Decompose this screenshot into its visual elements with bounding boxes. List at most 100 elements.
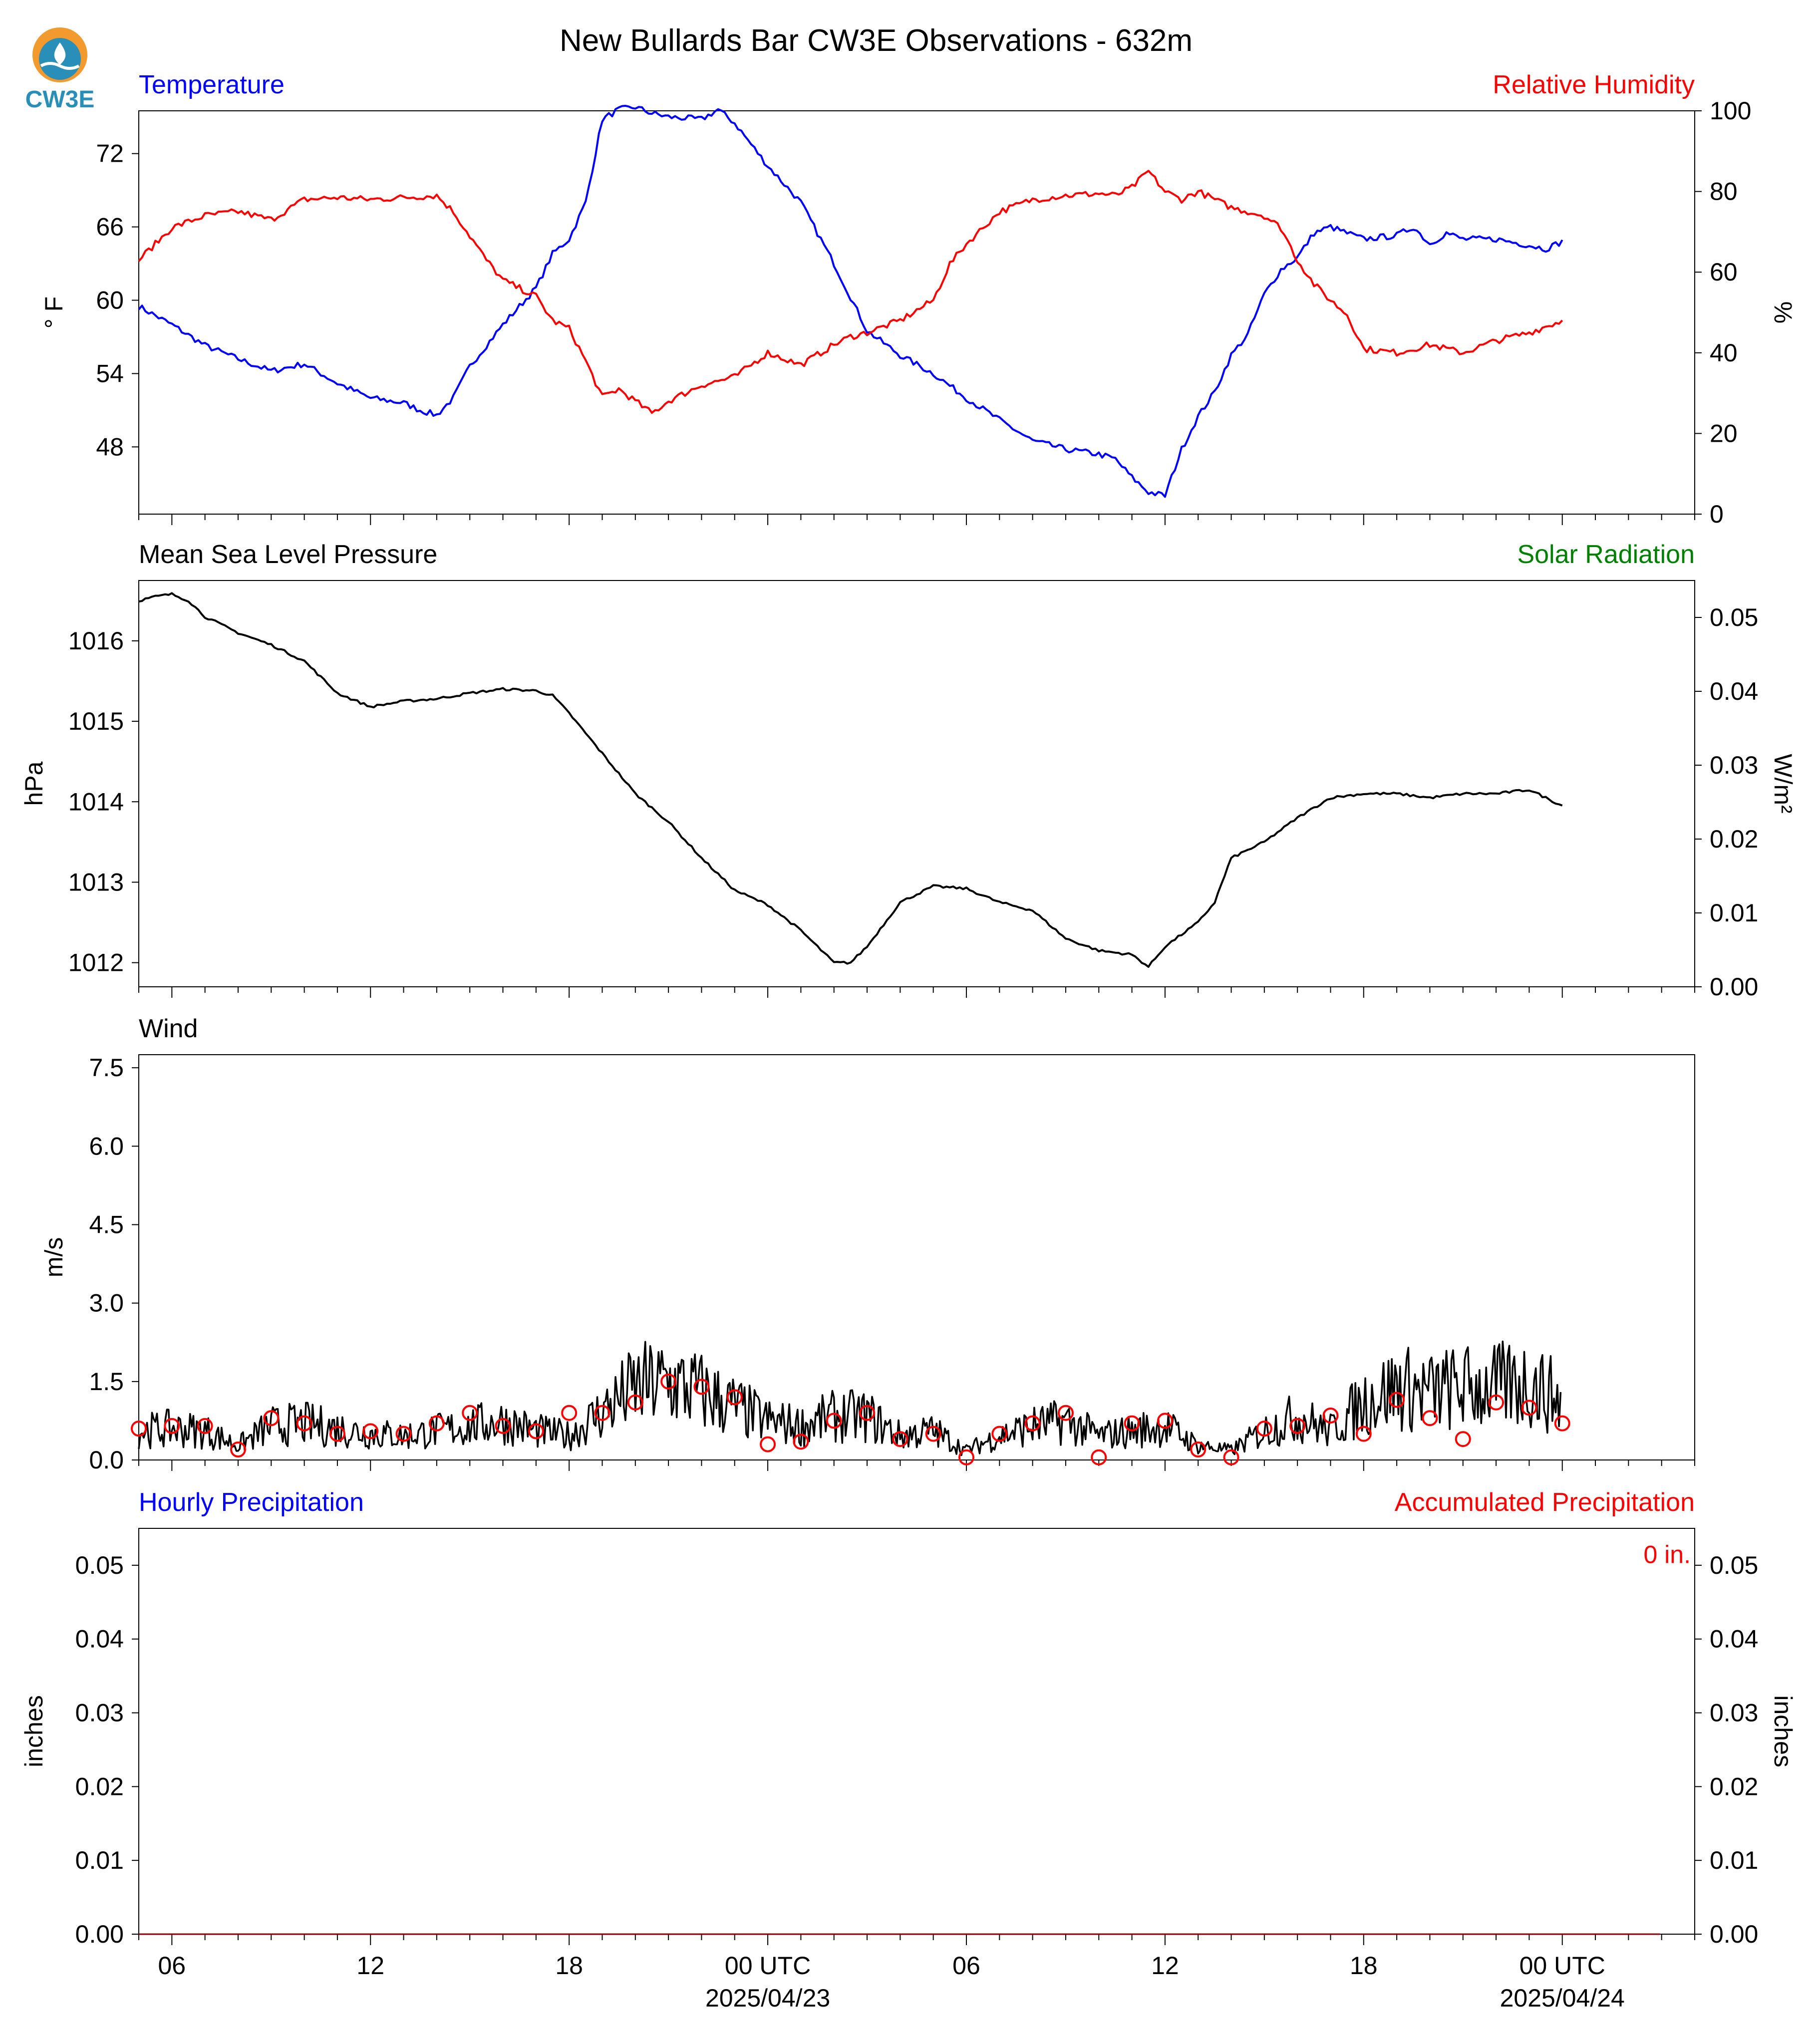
wind-marker	[892, 1431, 909, 1448]
y-tick-label-left: 0.0	[89, 1446, 124, 1474]
y-axis-label-right: %	[1769, 301, 1797, 323]
wind-marker	[462, 1405, 478, 1421]
y-tick-label-left: 0.04	[75, 1625, 124, 1653]
right-panel-title: Relative Humidity	[1493, 70, 1695, 99]
logo-text: CW3E	[25, 86, 95, 113]
y-tick-label-left: 1.5	[89, 1368, 124, 1396]
y-tick-label-right: 0.01	[1710, 899, 1758, 927]
wind-marker	[1521, 1400, 1537, 1416]
x-tick-label: 06	[952, 1952, 980, 1980]
x-date-label: 2025/04/24	[1500, 1984, 1625, 2012]
x-tick-label: 18	[1350, 1952, 1378, 1980]
plot-frame	[138, 1054, 1695, 1460]
left-panel-title: Temperature	[139, 70, 285, 99]
y-axis-label-right: inches	[1769, 1695, 1797, 1767]
y-tick-label-right: 0.04	[1710, 1625, 1758, 1653]
wind-marker	[164, 1418, 180, 1434]
wind-marker	[958, 1449, 974, 1465]
wind-marker	[1190, 1442, 1207, 1458]
wind-marker	[925, 1426, 941, 1442]
wind-marker	[1057, 1405, 1074, 1421]
wind-marker	[1455, 1431, 1471, 1448]
y-tick-label-left: 1016	[68, 627, 124, 655]
y-tick-label-right: 80	[1710, 178, 1738, 206]
wind-marker	[1223, 1449, 1239, 1465]
wind-marker	[329, 1426, 345, 1442]
y-tick-label-right: 0.04	[1710, 677, 1758, 705]
y-tick-label-right: 0.05	[1710, 603, 1758, 631]
wind-marker	[1091, 1449, 1107, 1465]
wind-marker	[1488, 1394, 1505, 1411]
wind-marker	[660, 1373, 677, 1390]
left-panel-title: Wind	[139, 1014, 198, 1043]
y-tick-label-left: 0.03	[75, 1699, 124, 1727]
right-panel-title: Solar Radiation	[1517, 540, 1695, 569]
wind-marker	[1289, 1418, 1306, 1434]
y-tick-label-left: 1013	[68, 868, 124, 896]
wind-marker	[991, 1426, 1008, 1442]
wind-marker	[1124, 1415, 1140, 1432]
wind-marker	[362, 1423, 379, 1440]
wind-marker	[760, 1436, 776, 1452]
y-tick-label-left: 1015	[68, 707, 124, 735]
y-tick-label-left: 0.01	[75, 1846, 124, 1874]
y-axis-label-left: ° F	[40, 296, 68, 328]
y-tick-label-right: 0.01	[1710, 1846, 1758, 1874]
y-tick-label-left: 1012	[68, 949, 124, 977]
wind-marker	[263, 1410, 280, 1427]
wind-marker	[826, 1413, 842, 1429]
cw3e-logo: CW3E	[25, 27, 95, 113]
wind-marker	[1422, 1410, 1438, 1427]
wind-marker	[594, 1405, 610, 1421]
series-line-mean-sea-level-pressure	[138, 592, 1563, 968]
wind-marker	[726, 1389, 743, 1406]
y-tick-label-right: 0.02	[1710, 825, 1758, 853]
wind-marker	[1024, 1415, 1041, 1432]
y-tick-label-left: 7.5	[89, 1054, 124, 1082]
wind-marker	[1256, 1421, 1272, 1437]
right-panel-title: Accumulated Precipitation	[1395, 1488, 1695, 1517]
panel-wind: Wind 0.0 1.5 3.0 4.5 6.0 7.5 m/s	[40, 1014, 1695, 1474]
y-tick-label-left: 60	[96, 287, 124, 314]
wind-marker	[627, 1394, 643, 1411]
y-axis-label-left: hPa	[20, 761, 48, 806]
x-date-label: 2025/04/23	[705, 1984, 830, 2012]
series-line-temperature	[138, 105, 1563, 498]
panel-temperature_humidity: Temperature Relative Humidity 48 54 60 66 72 0 2…	[40, 70, 1797, 528]
y-tick-label-left: 3.0	[89, 1289, 124, 1317]
x-tick-label: 12	[356, 1952, 384, 1980]
left-panel-title: Hourly Precipitation	[139, 1488, 364, 1517]
x-tick-label: 00 UTC	[725, 1952, 811, 1980]
wind-marker	[428, 1415, 445, 1432]
wind-marker	[495, 1418, 511, 1434]
wind-marker	[693, 1379, 710, 1395]
y-axis-label-left: inches	[20, 1695, 48, 1767]
plot-frame	[138, 580, 1695, 987]
x-tick-label: 00 UTC	[1519, 1952, 1605, 1980]
y-tick-label-left: 48	[96, 433, 124, 461]
wind-marker	[1157, 1413, 1173, 1429]
y-tick-label-right: 20	[1710, 419, 1738, 447]
wind-marker	[1355, 1426, 1372, 1442]
y-tick-label-left: 6.0	[89, 1132, 124, 1160]
y-tick-label-right: 0.00	[1710, 973, 1758, 1001]
y-tick-label-left: 0.00	[75, 1920, 124, 1948]
x-tick-label: 06	[158, 1952, 186, 1980]
y-tick-label-right: 60	[1710, 258, 1738, 286]
panel-precipitation: Hourly Precipitation Accumulated Precipit…	[20, 1488, 1797, 1948]
wind-marker	[793, 1434, 809, 1450]
y-tick-label-right: 0.03	[1710, 1699, 1758, 1727]
y-tick-label-left: 72	[96, 140, 124, 168]
y-tick-label-left: 0.05	[75, 1551, 124, 1579]
y-tick-label-right: 100	[1710, 97, 1751, 125]
wind-marker	[561, 1405, 578, 1421]
y-tick-label-left: 1014	[68, 788, 124, 816]
y-tick-label-right: 0.03	[1710, 751, 1758, 779]
series-line-relative-humidity	[138, 170, 1563, 414]
y-axis-label-left: m/s	[40, 1237, 68, 1278]
y-tick-label-left: 66	[96, 213, 124, 241]
y-tick-label-left: 0.02	[75, 1772, 124, 1800]
y-tick-label-right: 0	[1710, 500, 1724, 528]
wind-marker	[1322, 1407, 1339, 1424]
